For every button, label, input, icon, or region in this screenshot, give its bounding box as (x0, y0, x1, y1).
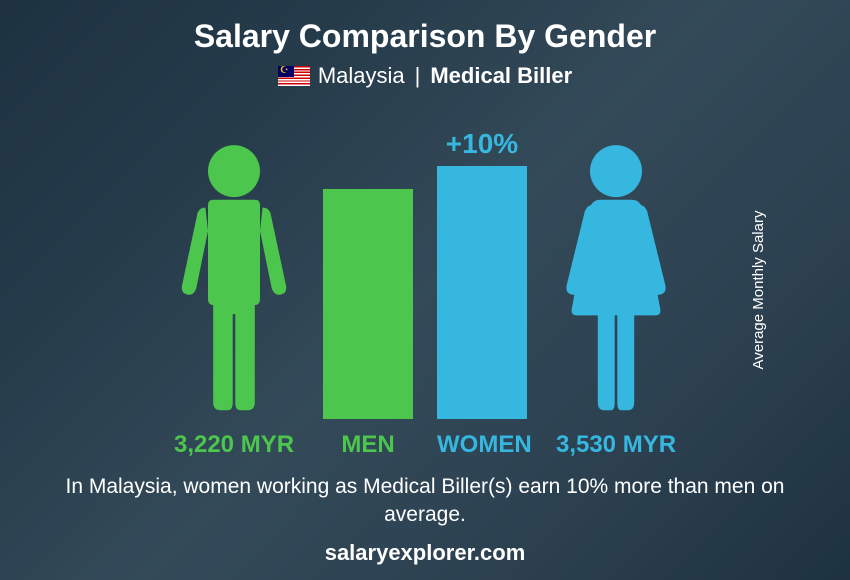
country-label: Malaysia (318, 63, 405, 89)
women-bar (437, 166, 527, 419)
page-title: Salary Comparison By Gender (194, 18, 656, 55)
infographic-container: Salary Comparison By Gender Malaysia | M… (0, 0, 850, 580)
women-salary: 3,530 MYR (551, 431, 681, 459)
malaysia-flag-icon (278, 66, 310, 86)
job-title: Medical Biller (430, 63, 572, 89)
chart-area: +10% (169, 109, 681, 419)
man-icon (169, 139, 299, 419)
description: In Malaysia, women working as Medical Bi… (0, 473, 850, 530)
woman-icon (551, 139, 681, 419)
men-bar (323, 189, 413, 419)
women-label: WOMEN (437, 431, 527, 459)
men-bar-column (323, 189, 413, 419)
y-axis-label: Average Monthly Salary (750, 211, 767, 370)
footer-link[interactable]: salaryexplorer.com (0, 540, 850, 566)
men-icon-column (169, 139, 299, 419)
separator: | (415, 63, 421, 89)
pct-diff-label: +10% (446, 128, 518, 160)
women-bar-column: +10% (437, 166, 527, 419)
women-icon-column (551, 139, 681, 419)
bottom-labels: 3,220 MYR MEN WOMEN 3,530 MYR (169, 431, 681, 459)
men-salary: 3,220 MYR (169, 431, 299, 459)
subtitle: Malaysia | Medical Biller (278, 63, 572, 89)
men-label: MEN (323, 431, 413, 459)
